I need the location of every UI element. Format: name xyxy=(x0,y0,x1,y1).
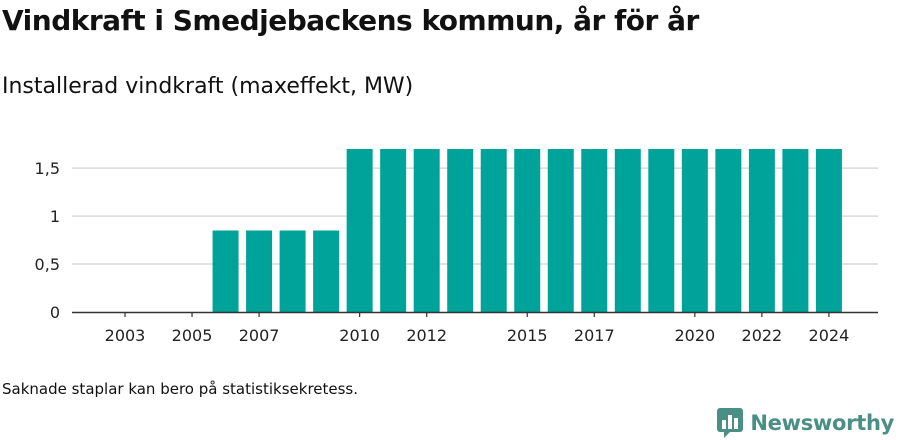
x-tick-label: 2022 xyxy=(742,326,783,345)
x-tick-label: 2015 xyxy=(507,326,548,345)
bar-2020 xyxy=(681,149,708,312)
bar-2018 xyxy=(614,149,641,312)
x-tick-label: 2020 xyxy=(674,326,715,345)
bar-2013 xyxy=(447,149,474,312)
bar-2008 xyxy=(279,230,306,312)
y-tick-label: 1 xyxy=(50,207,60,226)
x-tick-label: 2003 xyxy=(105,326,146,345)
bar-2019 xyxy=(648,149,675,312)
axes: 0 0,5 1 1,5 2003 2005 2007 2010 2012 2015 2017 2020… xyxy=(35,159,878,345)
bars xyxy=(212,149,842,312)
x-tick-label: 2005 xyxy=(172,326,213,345)
bar-chart: 0 0,5 1 1,5 2003 2005 2007 2010 2012 2015 2017 2020… xyxy=(35,149,878,345)
bar-2014 xyxy=(480,149,507,312)
y-tick-label: 0,5 xyxy=(35,255,60,274)
bar-2009 xyxy=(313,230,340,312)
bar-2010 xyxy=(346,149,373,312)
y-tick-label: 0 xyxy=(50,303,60,322)
chart-subtitle: Installerad vindkraft (maxeffekt, MW) xyxy=(2,74,414,99)
x-tick-label: 2024 xyxy=(809,326,850,345)
x-tick-label: 2010 xyxy=(339,326,380,345)
bar-2016 xyxy=(547,149,574,312)
bar-2023 xyxy=(782,149,809,312)
x-tick-label: 2012 xyxy=(406,326,447,345)
x-tick-label: 2017 xyxy=(574,326,615,345)
grid-lines xyxy=(72,167,878,265)
brand-name: Newsworthy xyxy=(750,411,894,435)
footnote: Saknade staplar kan bero på statistiksek… xyxy=(2,380,359,398)
brand-logo: Newsworthy xyxy=(716,406,894,440)
bar-2015 xyxy=(514,149,541,312)
bar-2024 xyxy=(815,149,842,312)
bar-2012 xyxy=(413,149,440,312)
bar-2011 xyxy=(380,149,407,312)
bar-2017 xyxy=(581,149,608,312)
bar-2007 xyxy=(246,230,273,312)
bar-2021 xyxy=(715,149,742,312)
y-tick-label: 1,5 xyxy=(35,159,60,178)
chart-title: Vindkraft i Smedjebackens kommun, år för… xyxy=(2,4,699,37)
bar-2006 xyxy=(212,230,239,312)
x-tick-label: 2007 xyxy=(239,326,280,345)
bar-2022 xyxy=(748,149,775,312)
newsworthy-logo-icon xyxy=(717,408,744,438)
